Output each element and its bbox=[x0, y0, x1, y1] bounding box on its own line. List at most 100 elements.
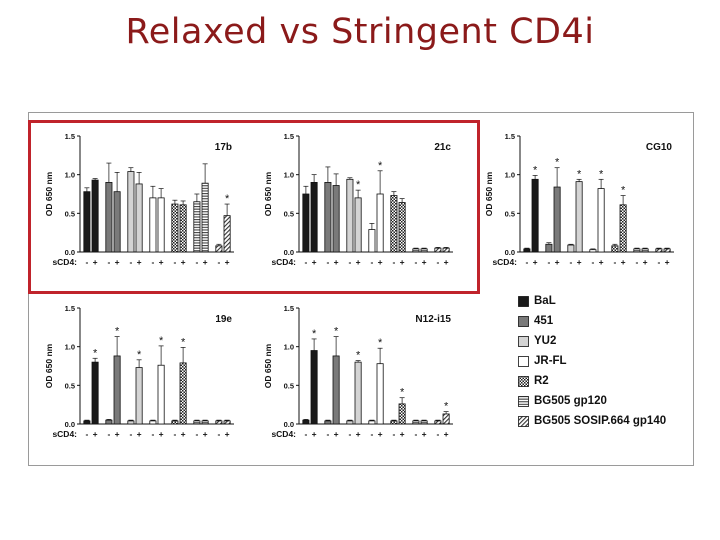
x-tick-label: - bbox=[85, 429, 88, 439]
x-tick-label: + bbox=[599, 257, 604, 267]
bar bbox=[442, 413, 450, 425]
chart-title: N12-i15 bbox=[415, 314, 451, 325]
chart-title: CG10 bbox=[646, 142, 673, 153]
bar bbox=[346, 420, 354, 425]
x-tick-label: - bbox=[217, 429, 220, 439]
significance-marker: * bbox=[356, 350, 361, 362]
chart-panel-cg10: 0.0 0.5 1.0 1.5 OD 650 nm CG10- + - + - + - + - + - + - + s… bbox=[478, 128, 688, 288]
x-tick-label: + bbox=[159, 257, 164, 267]
bar bbox=[135, 367, 143, 425]
bar bbox=[193, 420, 201, 425]
bar bbox=[597, 188, 605, 253]
bar bbox=[420, 248, 428, 253]
significance-marker: * bbox=[356, 179, 361, 191]
x-tick-label: + bbox=[422, 257, 427, 267]
y-tick-label: 1.5 bbox=[284, 132, 294, 141]
x-tick-label: - bbox=[217, 257, 220, 267]
bar bbox=[223, 420, 231, 425]
x-tick-label: - bbox=[348, 257, 351, 267]
legend-swatch-fill bbox=[518, 296, 529, 307]
y-tick-label: 0.5 bbox=[65, 381, 75, 390]
slide-title: Relaxed vs Stringent CD4i bbox=[125, 12, 595, 52]
x-tick-label: + bbox=[159, 429, 164, 439]
bar bbox=[346, 178, 354, 253]
bar bbox=[545, 243, 553, 253]
x-tick-label: + bbox=[577, 257, 582, 267]
x-tick-label: + bbox=[643, 257, 648, 267]
x-tick-label: + bbox=[312, 429, 317, 439]
y-tick-label: 0.0 bbox=[284, 248, 294, 257]
bar bbox=[589, 249, 597, 253]
bar bbox=[302, 419, 310, 425]
bar bbox=[575, 181, 583, 253]
bar bbox=[135, 183, 143, 253]
legend-item: BG505 gp120 bbox=[518, 395, 694, 410]
y-axis-label: OD 650 nm bbox=[263, 343, 273, 388]
x-tick-label: + bbox=[203, 257, 208, 267]
bar bbox=[171, 420, 179, 425]
x-tick-label: + bbox=[137, 257, 142, 267]
legend-item: BaL bbox=[518, 295, 694, 310]
y-tick-label: 1.5 bbox=[65, 304, 75, 313]
x-tick-label: + bbox=[400, 429, 405, 439]
bar bbox=[553, 186, 561, 253]
x-tick-label: - bbox=[392, 429, 395, 439]
chart-panel-21c: 0.0 0.5 1.0 1.5 OD 650 nm 21c - + - + - + - + - + - + - + sC… bbox=[257, 128, 467, 288]
y-tick-label: 0.0 bbox=[65, 248, 75, 257]
legend-swatch-fill bbox=[518, 316, 529, 327]
legend-label: JR-FL bbox=[534, 355, 567, 367]
x-tick-label: - bbox=[392, 257, 395, 267]
bar bbox=[157, 364, 165, 425]
significance-marker: * bbox=[621, 185, 626, 197]
legend-swatch bbox=[518, 296, 529, 307]
x-tick-label: + bbox=[444, 257, 449, 267]
bar bbox=[171, 203, 179, 253]
y-tick-label: 1.5 bbox=[65, 132, 75, 141]
x-tick-label: - bbox=[326, 429, 329, 439]
x-tick-label: - bbox=[107, 429, 110, 439]
bar bbox=[398, 403, 406, 425]
x-tick-label: - bbox=[326, 257, 329, 267]
legend-swatch bbox=[518, 356, 529, 367]
chart-panel-17b: 0.0 0.5 1.0 1.5 OD 650 nm 17b - + - + - + - + - + - + - + sC… bbox=[38, 128, 248, 288]
x-tick-label: - bbox=[657, 257, 660, 267]
x-tick-label: - bbox=[304, 257, 307, 267]
x-tick-label: + bbox=[378, 429, 383, 439]
x-tick-label: - bbox=[304, 429, 307, 439]
highlight-box bbox=[28, 120, 480, 294]
x-axis-label: sCD4: bbox=[52, 429, 77, 439]
chart-title: 21c bbox=[434, 142, 451, 153]
x-tick-label: + bbox=[181, 429, 186, 439]
bar bbox=[83, 420, 91, 425]
chart-title: 19e bbox=[215, 314, 232, 325]
legend-swatch-fill bbox=[518, 416, 529, 427]
y-axis-label: OD 650 nm bbox=[263, 171, 273, 216]
bar bbox=[434, 420, 442, 425]
legend-label: R2 bbox=[534, 375, 549, 387]
y-tick-label: 1.0 bbox=[65, 343, 75, 352]
legend-swatch bbox=[518, 336, 529, 347]
bar bbox=[633, 248, 641, 253]
y-tick-label: 1.0 bbox=[284, 171, 294, 180]
bar bbox=[376, 363, 384, 425]
significance-marker: * bbox=[225, 193, 230, 205]
x-tick-label: + bbox=[93, 257, 98, 267]
bar bbox=[105, 419, 113, 425]
x-tick-label: - bbox=[348, 429, 351, 439]
bar bbox=[663, 248, 671, 253]
legend-label: BaL bbox=[534, 295, 556, 307]
legend-swatch bbox=[518, 416, 529, 427]
bar bbox=[310, 350, 318, 425]
bar bbox=[324, 420, 332, 425]
significance-marker: * bbox=[137, 349, 142, 361]
x-tick-label: + bbox=[665, 257, 670, 267]
chart-panel-n12-i15: 0.0 0.5 1.0 1.5 OD 650 nm N12-i15- + - + - + - + - + - +… bbox=[257, 300, 467, 460]
chart-title: 17b bbox=[215, 142, 232, 153]
x-tick-label: + bbox=[181, 257, 186, 267]
bar bbox=[201, 182, 209, 253]
bar bbox=[611, 245, 619, 253]
legend-item: YU2 bbox=[518, 335, 694, 350]
